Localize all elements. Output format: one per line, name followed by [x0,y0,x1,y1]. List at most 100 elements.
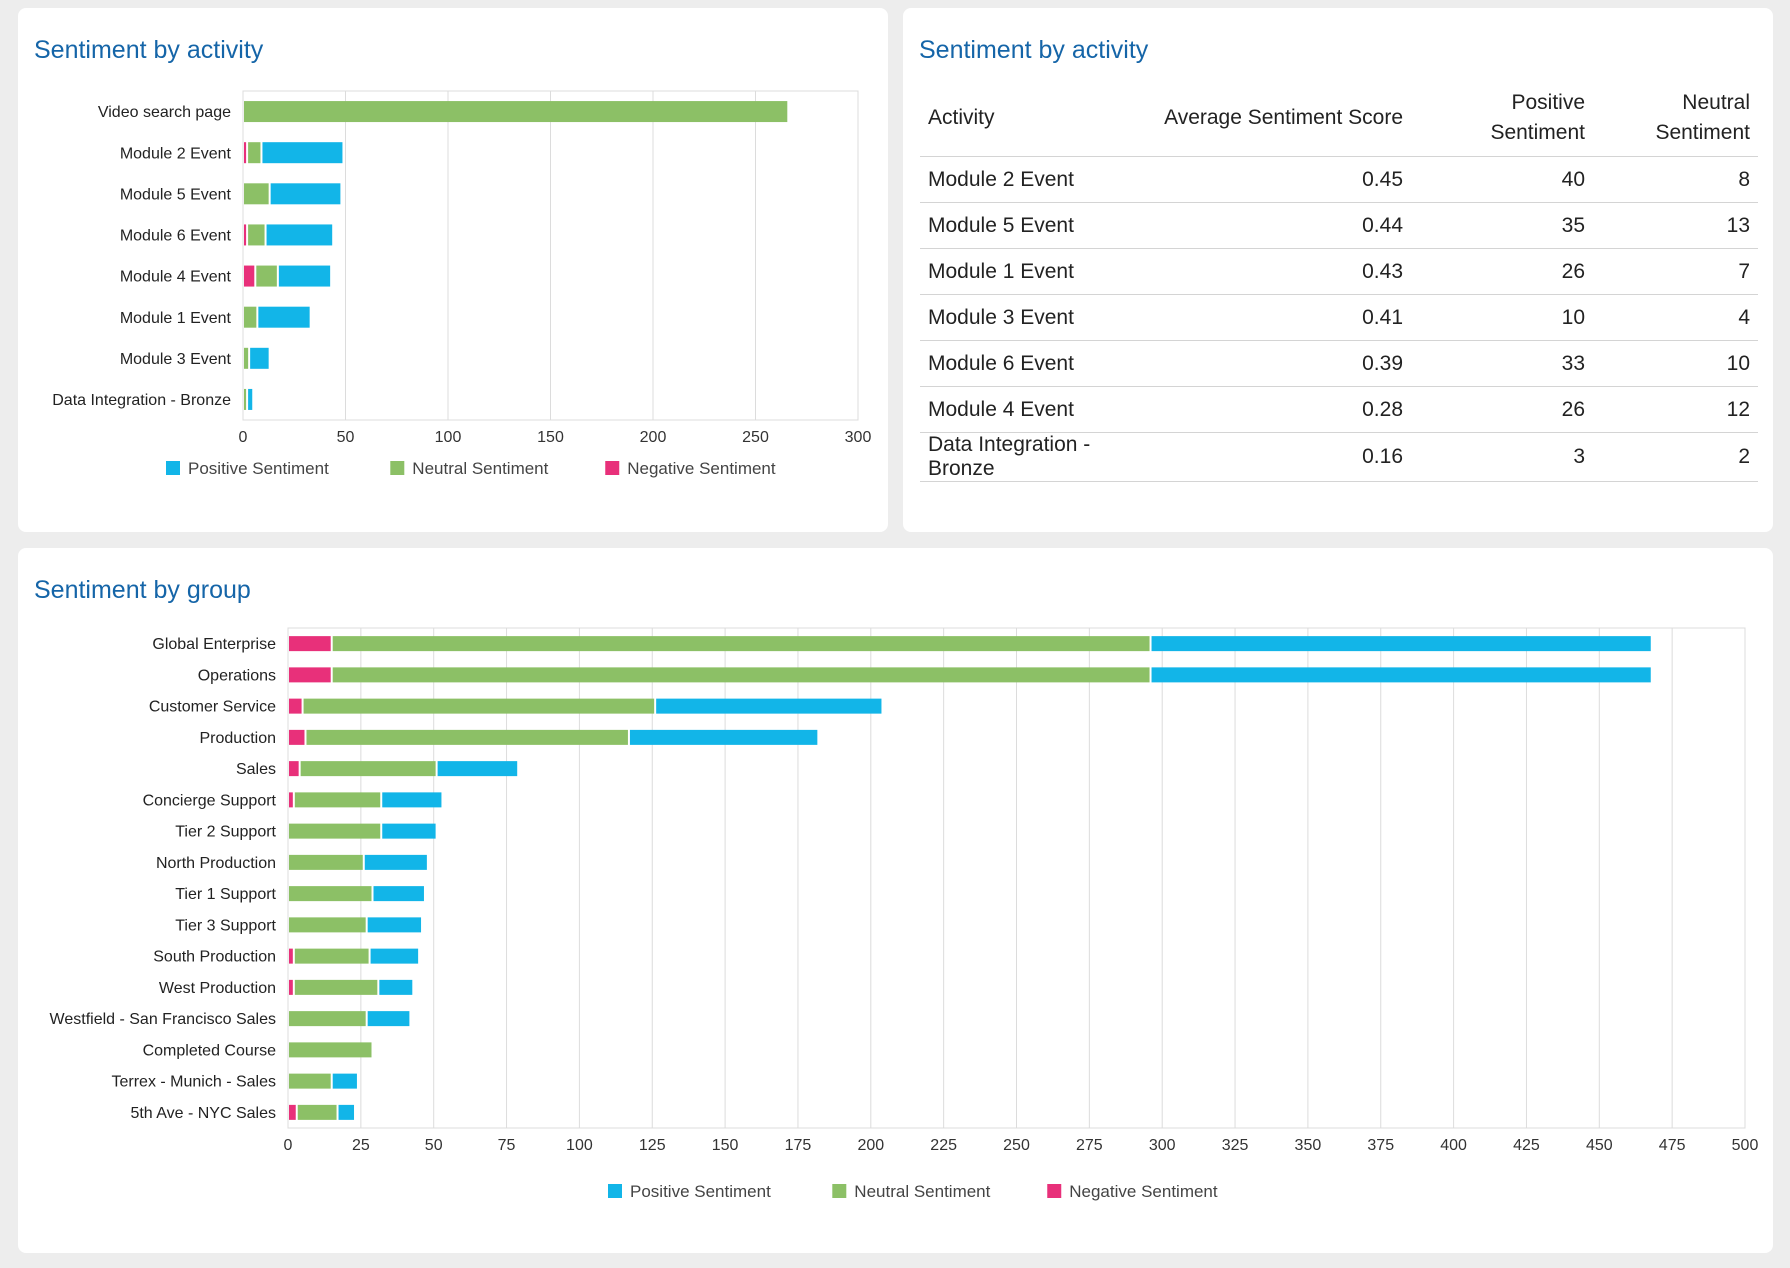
activity-chart-card: Sentiment by activity 0 50 100 150 200 250 300… [18,8,888,532]
bar-neutral-sentiment [248,142,261,164]
bar-neutral-sentiment [332,667,1150,683]
cell-neutral: 10 [1593,340,1758,387]
bar-positive-sentiment [629,729,818,745]
bar-positive-sentiment [364,854,427,870]
cell-positive: 10 [1411,294,1593,341]
bar-positive-sentiment [382,792,442,808]
group-chart-card: Sentiment by group 0 25 50 75 100 125 150 175 20… [18,548,1773,1253]
legend-item-negative-sentiment[interactable]: Negative Sentiment [605,459,776,478]
cell-avg-score: 0.41 [1150,294,1411,341]
table-row[interactable]: Module 5 Event 0.44 35 13 [920,202,1758,249]
bar-neutral-sentiment [289,1073,331,1089]
cell-avg-score: 0.39 [1150,340,1411,387]
category-label: Sales [236,761,276,778]
legend-item-neutral-sentiment[interactable]: Neutral Sentiment [390,459,549,478]
group-chart-title: Sentiment by group [34,576,251,604]
x-tick-label: 225 [930,1137,957,1154]
column-header-activity[interactable]: Activity [920,82,1150,157]
category-label: Tier 1 Support [175,886,276,903]
table-row[interactable]: Module 3 Event 0.41 10 4 [920,294,1758,341]
bar-positive-sentiment [270,183,341,205]
category-label: Module 4 Event [120,269,232,286]
bar-positive-sentiment [258,306,310,328]
bar-negative-sentiment [289,761,299,777]
x-tick-label: 250 [1003,1137,1030,1154]
category-label: Tier 3 Support [175,917,276,934]
bar-neutral-sentiment [297,1104,337,1120]
legend-swatch [605,461,620,475]
cell-activity: Data Integration - Bronze [920,432,1150,482]
activity-chart-title: Sentiment by activity [34,36,264,64]
bar-positive-sentiment [437,761,518,777]
bar-neutral-sentiment [244,347,249,369]
x-tick-label: 25 [352,1137,370,1154]
table-row[interactable]: Module 4 Event 0.28 26 12 [920,386,1758,433]
bar-negative-sentiment [244,224,247,246]
cell-positive: 33 [1411,340,1593,387]
column-header-avg-score[interactable]: Average Sentiment Score [1150,82,1411,157]
category-label: Customer Service [149,699,276,716]
legend-swatch [1047,1184,1062,1198]
group-stacked-bar-chart: 0 25 50 75 100 125 150 175 200 225 250 275 300 325 350… [50,627,1758,1201]
bar-neutral-sentiment [294,792,381,808]
table-row[interactable]: Module 1 Event 0.43 26 7 [920,248,1758,295]
bar-positive-sentiment [656,698,882,714]
bar-positive-sentiment [367,917,422,933]
cell-avg-score: 0.44 [1150,202,1411,249]
legend-label: Positive Sentiment [630,1182,771,1201]
cell-neutral: 13 [1593,202,1758,249]
x-tick-label: 0 [284,1137,293,1154]
cell-avg-score: 0.28 [1150,386,1411,433]
legend-item-positive-sentiment[interactable]: Positive Sentiment [166,459,329,478]
legend-item-neutral-sentiment[interactable]: Neutral Sentiment [832,1182,991,1201]
category-label: Completed Course [143,1042,277,1059]
bar-neutral-sentiment [300,761,436,777]
cell-avg-score: 0.16 [1150,432,1411,482]
x-tick-label: 50 [425,1137,443,1154]
column-header-positive[interactable]: Positive Sentiment [1411,82,1593,157]
bar-positive-sentiment [278,265,331,287]
x-tick-label: 475 [1659,1137,1686,1154]
x-tick-label: 150 [537,429,564,446]
legend-item-negative-sentiment[interactable]: Negative Sentiment [1047,1182,1218,1201]
bar-positive-sentiment [1151,636,1651,652]
bar-neutral-sentiment [244,183,269,205]
cell-activity: Module 4 Event [920,386,1150,433]
bar-negative-sentiment [289,1104,296,1120]
category-label: Terrex - Munich - Sales [112,1074,277,1091]
activity-table-title: Sentiment by activity [919,36,1149,64]
cell-activity: Module 6 Event [920,340,1150,387]
legend-swatch [832,1184,847,1198]
legend-label: Negative Sentiment [627,459,776,478]
bar-neutral-sentiment [244,306,257,328]
bar-neutral-sentiment [303,698,655,714]
category-label: Data Integration - Bronze [52,392,231,409]
cell-neutral: 12 [1593,386,1758,433]
legend-item-positive-sentiment[interactable]: Positive Sentiment [608,1182,771,1201]
category-label: 5th Ave - NYC Sales [130,1105,276,1122]
cell-activity: Module 2 Event [920,156,1150,203]
x-tick-label: 300 [1149,1137,1176,1154]
cell-positive: 3 [1411,432,1593,482]
table-row[interactable]: Module 2 Event 0.45 40 8 [920,156,1758,203]
category-label: Module 6 Event [120,228,232,245]
bar-positive-sentiment [1151,667,1651,683]
table-row[interactable]: Module 6 Event 0.39 33 10 [920,340,1758,387]
cell-activity: Module 1 Event [920,248,1150,295]
bar-neutral-sentiment [244,101,788,123]
table-row[interactable]: Data Integration - Bronze 0.16 3 2 [920,432,1758,482]
x-tick-label: 425 [1513,1137,1540,1154]
bar-neutral-sentiment [294,948,369,964]
x-tick-label: 50 [337,429,355,446]
column-header-neutral[interactable]: Neutral Sentiment [1593,82,1758,157]
bar-negative-sentiment [289,729,305,745]
cell-avg-score: 0.45 [1150,156,1411,203]
x-tick-label: 125 [639,1137,666,1154]
bar-negative-sentiment [289,792,293,808]
x-tick-label: 175 [785,1137,812,1154]
category-label: South Production [153,949,276,966]
x-tick-label: 375 [1367,1137,1394,1154]
x-tick-label: 350 [1295,1137,1322,1154]
bar-negative-sentiment [289,636,331,652]
legend-label: Neutral Sentiment [854,1182,990,1201]
